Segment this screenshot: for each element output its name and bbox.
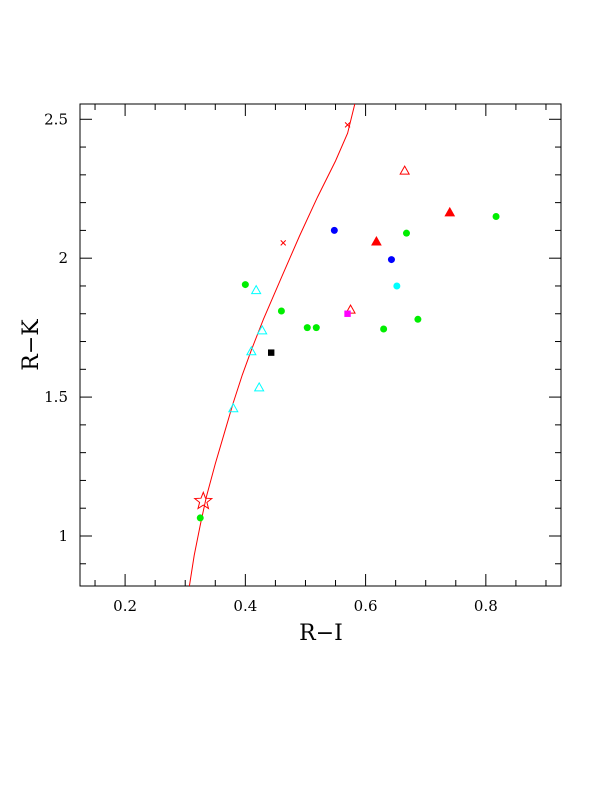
data-point-open-triangle — [399, 165, 411, 175]
data-point-open-triangle — [256, 324, 268, 335]
x-tick-label: 0.4 — [233, 597, 257, 615]
data-point-open-triangle — [253, 381, 265, 392]
x-axis-title: R−I — [299, 621, 343, 646]
data-point-circle — [312, 324, 320, 332]
model-curve-layer — [188, 104, 356, 586]
data-point-square — [267, 349, 275, 356]
data-point-circle — [387, 256, 395, 264]
data-point-circle — [241, 281, 249, 289]
axis-ticks — [80, 104, 561, 586]
data-point-square — [344, 310, 351, 317]
y-axis-title: R−K — [19, 319, 44, 371]
data-point-circle — [330, 226, 338, 234]
data-points-layer — [193, 165, 500, 522]
star-marker — [193, 490, 214, 510]
data-point-circle — [303, 324, 311, 332]
data-point-open-triangle — [227, 402, 239, 413]
y-tick-label: 2 — [58, 249, 68, 267]
data-point-circle — [492, 213, 500, 221]
data-point-circle — [402, 229, 410, 237]
plot-frame — [79, 103, 562, 587]
curve-marker — [344, 121, 351, 128]
curve-marker — [280, 240, 287, 246]
data-point-filled-triangle — [371, 235, 382, 246]
x-tick-label: 0.2 — [113, 597, 137, 615]
x-tick-label: 0.8 — [474, 597, 498, 615]
data-point-open-triangle — [250, 284, 262, 295]
tick-labels: 0.2 0.4 0.6 0.8 1 1.5 2 2.5 — [44, 110, 498, 615]
x-tick-label: 0.6 — [354, 597, 378, 615]
y-tick-label: 1 — [58, 527, 68, 545]
data-point-circle — [380, 325, 388, 333]
data-point-circle — [196, 514, 204, 522]
data-point-filled-triangle — [444, 206, 456, 217]
data-point-open-triangle — [246, 345, 257, 356]
y-tick-label: 2.5 — [44, 110, 68, 128]
data-point-circle — [393, 282, 401, 290]
data-point-circle — [414, 315, 422, 323]
y-tick-label: 1.5 — [44, 388, 68, 406]
data-point-circle — [277, 307, 285, 315]
model-curve — [188, 104, 356, 586]
